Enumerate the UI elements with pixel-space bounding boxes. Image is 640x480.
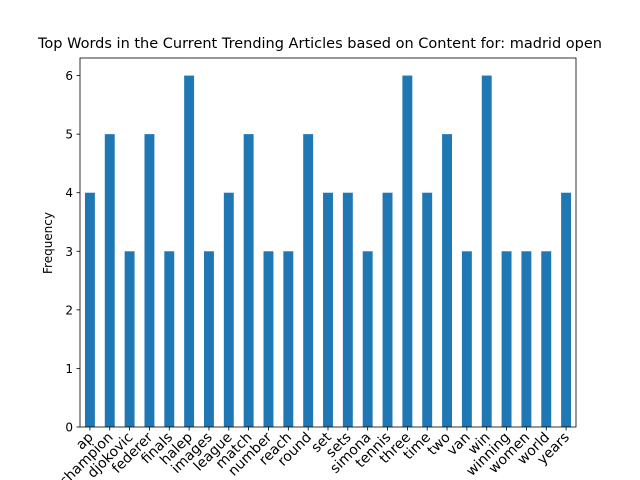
bar-round (303, 134, 314, 427)
bar-federer (144, 134, 155, 427)
bar-winning (501, 251, 512, 427)
y-tick-label: 6 (65, 69, 73, 83)
bar-champion (104, 134, 115, 427)
bar-van (461, 251, 472, 427)
bar-halep (184, 75, 195, 427)
chart-title: Top Words in the Current Trending Articl… (37, 36, 602, 52)
plot-area: 0123456apchampiondjokovicfedererfinalsha… (56, 57, 577, 480)
y-tick-label: 0 (65, 421, 73, 435)
bar-women (521, 251, 532, 427)
y-tick-label: 2 (65, 303, 73, 317)
bar-league (223, 192, 234, 427)
bar-simona (362, 251, 373, 427)
bar-ap (84, 192, 95, 427)
y-tick-label: 5 (65, 128, 73, 142)
bar-years (561, 192, 572, 427)
bar-reach (283, 251, 294, 427)
bar-three (402, 75, 413, 427)
bar-set (323, 192, 333, 427)
bar-match (243, 134, 254, 427)
y-tick-label: 3 (65, 245, 73, 259)
bar-images (204, 251, 214, 427)
bar-number (263, 251, 274, 427)
bar-finals (164, 251, 175, 427)
bar-time (422, 192, 433, 427)
y-tick-label: 4 (65, 186, 73, 200)
bar-djokovic (124, 251, 135, 427)
bar-win (481, 75, 492, 427)
bar-two (442, 134, 452, 427)
y-axis-label: Frequency (41, 212, 55, 274)
bar-world (541, 251, 552, 427)
bar-tennis (382, 192, 393, 427)
y-tick-label: 1 (65, 362, 73, 376)
bar-sets (342, 192, 353, 427)
